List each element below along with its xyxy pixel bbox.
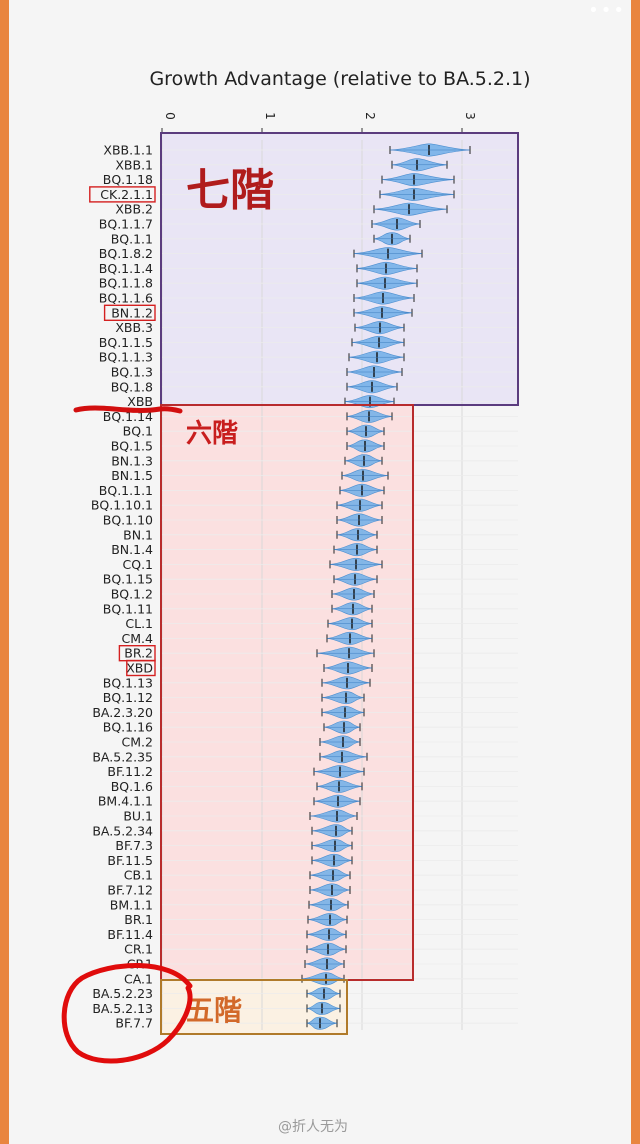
- category-label-BQ.1.18: BQ.1.18: [103, 172, 153, 187]
- category-label-CM.4: CM.4: [122, 631, 153, 646]
- category-label-BQ.1.1.1: BQ.1.1.1: [99, 483, 153, 498]
- more-options-icon[interactable]: •••: [588, 0, 626, 21]
- category-label-BQ.1.1.4: BQ.1.1.4: [99, 261, 153, 276]
- category-label-BM.4.1.1: BM.4.1.1: [98, 794, 153, 809]
- category-label-BQ.1.3: BQ.1.3: [111, 365, 153, 380]
- category-label-CB.1: CB.1: [124, 868, 153, 883]
- category-label-BM.1.1: BM.1.1: [110, 897, 153, 912]
- highlight-box-BN.1.2: [103, 304, 156, 321]
- tier-border-3: [160, 979, 348, 1035]
- category-label-XBB.1.1: XBB.1.1: [103, 143, 153, 158]
- category-label-XBB: XBB: [127, 394, 153, 409]
- highlight-box-XBD: [126, 659, 156, 677]
- category-label-BA.5.2.34: BA.5.2.34: [92, 823, 153, 838]
- x-tick-label-3: 3: [463, 112, 477, 120]
- x-tick-label-1: 1: [263, 112, 277, 120]
- x-tick-label-0: 0: [163, 112, 177, 120]
- category-label-CR.1: CR.1: [124, 942, 153, 957]
- category-label-BN.1.5: BN.1.5: [111, 468, 153, 483]
- category-label-BF.7.12: BF.7.12: [107, 883, 153, 898]
- category-label-BQ.1.16: BQ.1.16: [103, 720, 153, 735]
- tier-label-2: 六階: [186, 419, 238, 449]
- category-label-BN.1: BN.1: [123, 527, 153, 542]
- category-label-BQ.1.1.5: BQ.1.1.5: [99, 335, 153, 350]
- category-label-XBB.2: XBB.2: [115, 202, 153, 217]
- category-label-CM.2: CM.2: [122, 735, 153, 750]
- category-label-BN.1.4: BN.1.4: [111, 542, 153, 557]
- category-labels: XBB.1.1XBB.1BQ.1.18CK.2.1.1XBB.2BQ.1.1.7…: [89, 143, 156, 1031]
- category-label-XBD: XBD: [126, 661, 153, 676]
- category-label-BQ.1: BQ.1: [123, 424, 153, 439]
- category-label-CQ.1: CQ.1: [123, 557, 154, 572]
- red-underline-stroke: [73, 405, 183, 414]
- tier-label-3: 五階: [186, 994, 242, 1027]
- watermark-text: @折人无为: [278, 1119, 348, 1135]
- category-label-CL.1: CL.1: [125, 616, 153, 631]
- category-label-BQ.1.8: BQ.1.8: [111, 379, 153, 394]
- category-label-BQ.1.12: BQ.1.12: [103, 690, 153, 705]
- category-label-BA.2.3.20: BA.2.3.20: [92, 705, 153, 720]
- category-label-BQ.1.1.8: BQ.1.1.8: [99, 276, 153, 291]
- category-label-BU.1: BU.1: [123, 809, 153, 824]
- annotation-layer: [61, 405, 193, 1064]
- x-axis-ticks: 0 1 2 3: [161, 112, 477, 134]
- category-label-BA.5.2.35: BA.5.2.35: [92, 749, 153, 764]
- category-label-BQ.1.1: BQ.1.1: [111, 231, 153, 246]
- violin-layer: [301, 143, 471, 1030]
- tier-fill-1: [161, 133, 518, 405]
- tier-label-1: 七階: [186, 165, 274, 216]
- category-label-CK.2.1.1: CK.2.1.1: [100, 187, 153, 202]
- x-tick-label-2: 2: [363, 112, 377, 120]
- category-label-BQ.1.5: BQ.1.5: [111, 439, 153, 454]
- category-label-BQ.1.13: BQ.1.13: [103, 675, 153, 690]
- chart-title: Growth Advantage (relative to BA.5.2.1): [149, 68, 531, 90]
- category-label-BQ.1.10: BQ.1.10: [103, 513, 153, 528]
- category-label-BN.1.3: BN.1.3: [111, 453, 153, 468]
- category-label-BQ.1.15: BQ.1.15: [103, 572, 153, 587]
- category-label-BQ.1.6: BQ.1.6: [111, 779, 153, 794]
- category-label-BF.7.7: BF.7.7: [115, 1016, 153, 1031]
- category-label-BN.1.2: BN.1.2: [111, 305, 153, 320]
- category-label-BQ.1.1.6: BQ.1.1.6: [99, 291, 153, 306]
- category-label-BA.5.2.13: BA.5.2.13: [92, 1001, 153, 1016]
- category-label-BQ.1.8.2: BQ.1.8.2: [99, 246, 153, 261]
- category-label-BF.11.4: BF.11.4: [107, 927, 153, 942]
- category-label-BR.2: BR.2: [124, 646, 153, 661]
- category-label-XBB.3: XBB.3: [115, 320, 153, 335]
- tier-fill-2: [161, 405, 413, 980]
- category-label-BF.7.3: BF.7.3: [115, 838, 153, 853]
- category-label-BQ.1.1.7: BQ.1.1.7: [99, 217, 153, 232]
- category-label-CA.1: CA.1: [124, 971, 153, 986]
- tier-fill-layer: [161, 133, 518, 1034]
- category-label-BQ.1.10.1: BQ.1.10.1: [91, 498, 153, 513]
- category-label-BQ.1.11: BQ.1.11: [103, 601, 153, 616]
- category-label-BA.5.2.23: BA.5.2.23: [92, 986, 153, 1001]
- category-label-BR.1: BR.1: [124, 912, 153, 927]
- category-label-BQ.1.2: BQ.1.2: [111, 587, 153, 602]
- category-label-BF.11.5: BF.11.5: [107, 853, 153, 868]
- category-label-BF.11.2: BF.11.2: [107, 764, 153, 779]
- highlight-box-CK.2.1.1: [89, 186, 156, 203]
- category-label-BQ.1.1.3: BQ.1.1.3: [99, 350, 153, 365]
- category-label-XBB.1: XBB.1: [115, 157, 153, 172]
- red-circle-stroke: [61, 963, 193, 1064]
